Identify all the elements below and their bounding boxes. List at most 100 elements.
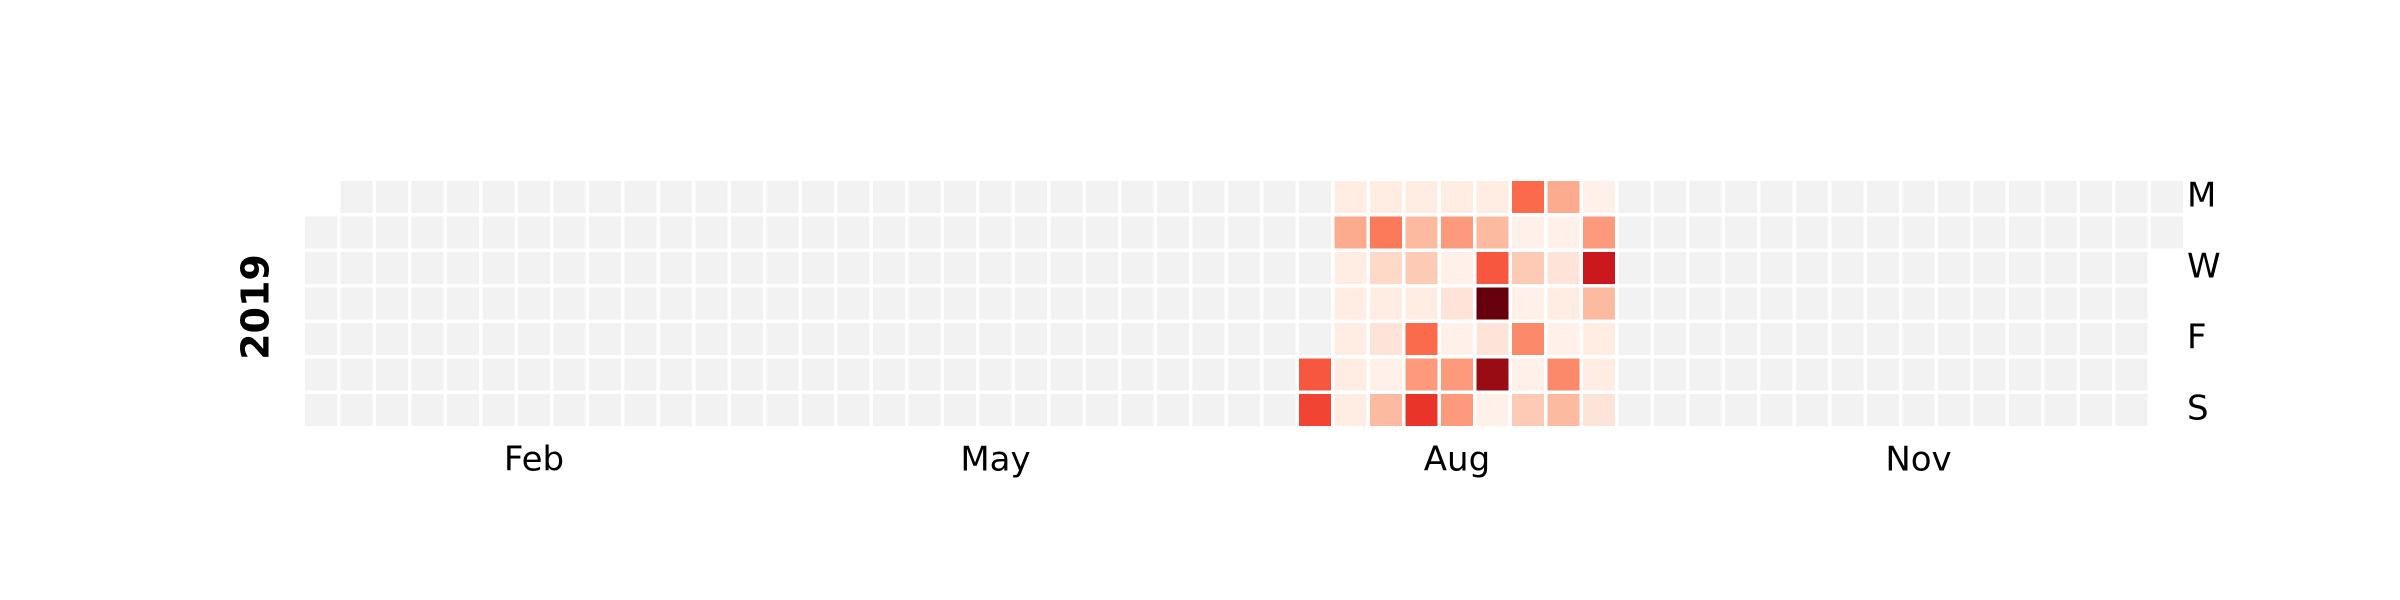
day-cell [1405,394,1438,426]
empty-day [1299,216,1331,249]
empty-day [376,394,408,426]
day-cell [1547,323,1580,355]
empty-day [695,358,728,391]
day-cell [1370,394,1402,426]
empty-day [1015,216,1047,249]
empty-day [766,181,799,213]
empty-day [908,394,941,426]
empty-day [553,323,586,355]
empty-day [2009,216,2041,249]
empty-day [589,287,621,320]
empty-day [873,358,905,391]
day-cell [1405,181,1438,213]
day-cell [1441,358,1473,391]
empty-day [589,181,621,213]
day-cell [1476,323,1509,355]
day-cell [1583,252,1615,284]
day-cell [1476,181,1509,213]
empty-day [837,358,870,391]
empty-day [1902,216,1935,249]
empty-day [2115,358,2148,391]
empty-day [1192,394,1225,426]
empty-day [1121,181,1154,213]
empty-day [1228,252,1260,284]
empty-day [340,181,373,213]
empty-day [624,287,657,320]
empty-day [2080,287,2112,320]
empty-day [1725,216,1757,249]
empty-day [2009,358,2041,391]
month-label: Feb [504,440,564,480]
empty-day [1760,358,1793,391]
empty-day [1902,323,1935,355]
empty-day [1796,323,1828,355]
day-cell [1547,287,1580,320]
empty-day [944,394,976,426]
day-cell [1547,358,1580,391]
empty-day [1263,358,1296,391]
empty-day [1725,323,1757,355]
empty-day [1157,358,1189,391]
empty-day [376,252,408,284]
day-cell [1370,358,1402,391]
empty-day [837,216,870,249]
empty-day [660,181,692,213]
empty-day [2009,287,2041,320]
empty-day [1938,216,1970,249]
empty-day [482,323,515,355]
empty-day [979,287,1012,320]
empty-day [411,252,444,284]
empty-day [1618,287,1651,320]
empty-day [1086,394,1118,426]
empty-day [979,358,1012,391]
empty-day [411,323,444,355]
empty-day [447,252,479,284]
empty-day [660,252,692,284]
empty-day [1192,323,1225,355]
empty-day [1618,252,1651,284]
empty-day [837,181,870,213]
empty-day [589,252,621,284]
empty-day [553,216,586,249]
empty-day [660,216,692,249]
day-cell [1405,323,1438,355]
empty-day [1157,394,1189,426]
empty-day [2009,323,2041,355]
empty-day [1050,216,1083,249]
empty-day [2044,216,2077,249]
day-cell [1405,358,1438,391]
empty-day [873,287,905,320]
empty-day [2080,323,2112,355]
day-cell [1334,181,1367,213]
empty-day [447,323,479,355]
empty-day [2044,323,2077,355]
empty-day [979,394,1012,426]
weekday-label: M [2187,176,2216,216]
empty-day [802,287,834,320]
empty-day [1263,181,1296,213]
empty-day [2115,323,2148,355]
day-cell [1583,323,1615,355]
empty-day [731,323,763,355]
empty-day [447,216,479,249]
weekday-label: S [2187,389,2209,429]
empty-day [1157,287,1189,320]
empty-day [1263,287,1296,320]
empty-day [731,394,763,426]
weekday-label: F [2187,318,2207,358]
empty-day [2151,181,2183,213]
empty-day [1760,394,1793,426]
day-cell [1476,252,1509,284]
empty-day [731,287,763,320]
empty-day [2151,216,2183,249]
empty-day [518,181,550,213]
day-cell [1370,323,1402,355]
empty-day [1299,323,1331,355]
weekday-label: W [2187,247,2221,287]
empty-day [1938,358,1970,391]
empty-day [376,181,408,213]
day-cell [1441,323,1473,355]
empty-day [1015,323,1047,355]
empty-day [1831,323,1864,355]
